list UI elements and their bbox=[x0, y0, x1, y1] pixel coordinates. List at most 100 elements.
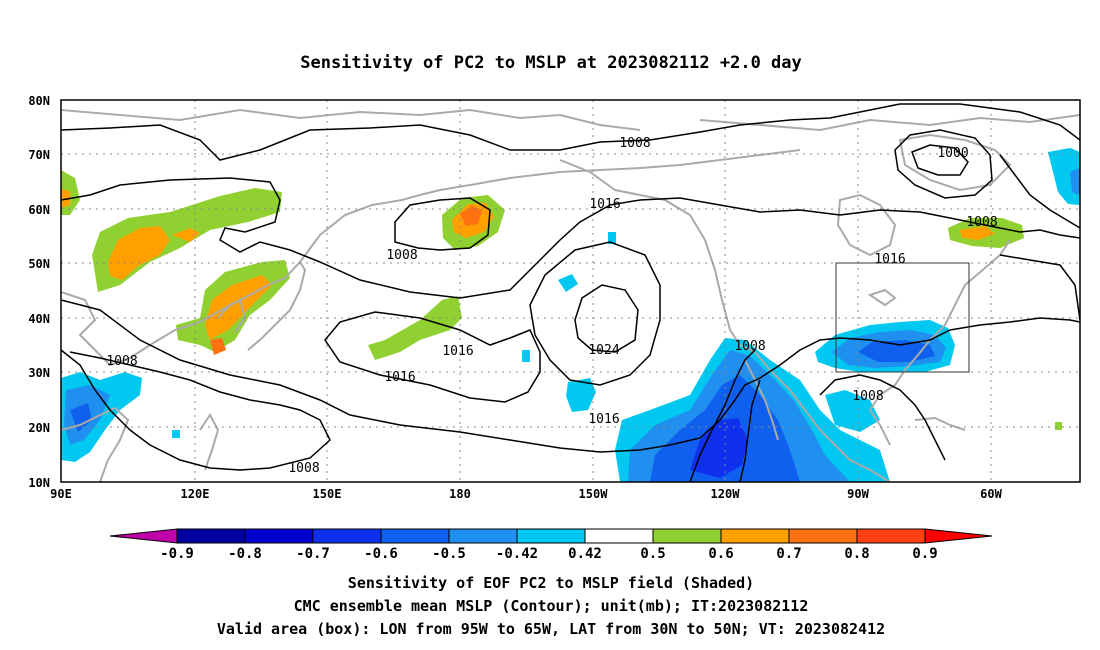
contour-1008-gulf bbox=[819, 374, 946, 461]
contour-1016-dateline bbox=[324, 311, 541, 403]
contour-label: 1008 bbox=[734, 339, 765, 354]
lon-tick-label: 120W bbox=[711, 487, 741, 501]
caption-line-1: Sensitivity of EOF PC2 to MSLP field (Sh… bbox=[348, 574, 754, 592]
positive-core-asia-north bbox=[108, 226, 170, 280]
contour-label: 1016 bbox=[588, 412, 619, 427]
colorbar-segment bbox=[448, 528, 518, 544]
colorbar-segment bbox=[516, 528, 586, 544]
caption: Sensitivity of EOF PC2 to MSLP field (Sh… bbox=[217, 574, 885, 638]
map-frame bbox=[60, 99, 1081, 483]
colorbar-tick-label: -0.42 bbox=[496, 546, 538, 562]
coastline-great-lakes bbox=[867, 288, 897, 307]
positive-core-west-edge bbox=[61, 188, 70, 208]
contour-label: 1008 bbox=[106, 354, 137, 369]
contour-label: 1016 bbox=[442, 344, 473, 359]
lat-tick-label: 80N bbox=[28, 94, 50, 108]
negative-core-west-pacific-2 bbox=[70, 403, 92, 432]
colorbar-tick-label: -0.9 bbox=[160, 546, 194, 562]
contour-label: 1016 bbox=[589, 197, 620, 212]
coastline-baja bbox=[744, 359, 779, 441]
colorbar-segment bbox=[176, 528, 246, 544]
negative-speck-5 bbox=[566, 378, 596, 412]
contour-1008-pacific-east bbox=[689, 349, 756, 482]
lat-axis: 80N 70N 60N 50N 40N 30N 20N 10N bbox=[28, 94, 50, 490]
coastline-siberia bbox=[61, 108, 641, 131]
colorbar-segment bbox=[720, 528, 790, 544]
positive-area-atlantic-small bbox=[1055, 422, 1062, 430]
positive-area-dateline bbox=[368, 296, 462, 360]
lon-tick-label: 150W bbox=[579, 487, 609, 501]
contour-label: 1008 bbox=[288, 461, 319, 476]
negative-core3-east-pacific bbox=[690, 418, 748, 478]
colorbar: -0.9 -0.8 -0.7 -0.6 -0.5 -0.42 0.42 0.5 … bbox=[109, 528, 993, 562]
contour-1016-atlantic bbox=[999, 254, 1080, 321]
colorbar-right-triangle bbox=[924, 528, 993, 544]
coastline-north-america-east bbox=[868, 239, 1011, 446]
lat-tick-label: 40N bbox=[28, 312, 50, 326]
lon-tick-label: 90W bbox=[847, 487, 869, 501]
positive-max-japan bbox=[210, 338, 226, 355]
lon-tick-label: 180 bbox=[449, 487, 471, 501]
colorbar-tick-label: 0.42 bbox=[568, 546, 602, 562]
lat-tick-label: 70N bbox=[28, 148, 50, 162]
contour-1008-east-pacific-2 bbox=[739, 379, 761, 482]
lon-axis: 90E 120E 150E 180 150W 120W 90W 60W bbox=[50, 487, 1002, 501]
colorbar-segment bbox=[380, 528, 450, 544]
contour-1008-atlantic-north bbox=[999, 154, 1080, 229]
colorbar-left-triangle bbox=[109, 528, 178, 544]
lat-tick-label: 30N bbox=[28, 366, 50, 380]
coastline-japan bbox=[247, 261, 307, 351]
positive-core-labrador bbox=[960, 226, 995, 240]
valid-area-box bbox=[835, 262, 970, 373]
contour-1008-north bbox=[61, 103, 1080, 161]
coastline-arctic-canada bbox=[699, 114, 1080, 132]
coastline-asia bbox=[61, 149, 801, 367]
negative-area-gulf-north bbox=[825, 390, 880, 432]
colorbar-tick-label: 0.5 bbox=[640, 546, 665, 562]
lon-tick-label: 60W bbox=[980, 487, 1002, 501]
contour-1008-south bbox=[61, 349, 331, 471]
contour-1008-kamchatka bbox=[394, 197, 491, 251]
coastline-greenland bbox=[898, 133, 1012, 192]
gridlines bbox=[61, 100, 1080, 482]
positive-max-kamchatka bbox=[460, 206, 482, 226]
coastline-alaska bbox=[559, 159, 891, 482]
contour-label: 1008 bbox=[619, 136, 650, 151]
colorbar-tick-label: -0.6 bbox=[364, 546, 398, 562]
colorbar-segment bbox=[652, 528, 722, 544]
colorbar-tick-label: 0.9 bbox=[912, 546, 937, 562]
negative-speck-3 bbox=[558, 274, 578, 292]
contour-1024 bbox=[574, 284, 639, 353]
contour-1016-north bbox=[61, 177, 1080, 299]
colorbar-tick-label: -0.7 bbox=[296, 546, 330, 562]
negative-speck-1 bbox=[172, 430, 180, 438]
contour-label: 1024 bbox=[588, 343, 619, 358]
colorbar-segment bbox=[244, 528, 314, 544]
contour-label: 1008 bbox=[852, 389, 883, 404]
figure-title: Sensitivity of PC2 to MSLP at 2023082112… bbox=[300, 53, 802, 73]
negative-core-6 bbox=[1070, 168, 1080, 195]
contour-992 bbox=[911, 144, 969, 176]
contour-label: 1016 bbox=[384, 370, 415, 385]
lon-tick-label: 90E bbox=[50, 487, 72, 501]
colorbar-tick-label: 0.6 bbox=[708, 546, 733, 562]
lat-tick-label: 60N bbox=[28, 203, 50, 217]
lat-tick-label: 50N bbox=[28, 257, 50, 271]
coastlines bbox=[61, 108, 1080, 482]
colorbar-tick-label: 0.7 bbox=[776, 546, 801, 562]
caption-line-2: CMC ensemble mean MSLP (Contour); unit(m… bbox=[294, 597, 809, 615]
colorbar-tick-label: -0.5 bbox=[432, 546, 466, 562]
colorbar-segment bbox=[312, 528, 382, 544]
contour-label: 1000 bbox=[937, 146, 968, 161]
colorbar-tick-label: -0.8 bbox=[228, 546, 262, 562]
colorbar-segment bbox=[788, 528, 858, 544]
lon-tick-label: 150E bbox=[313, 487, 342, 501]
mslp-contours bbox=[61, 103, 1080, 482]
contour-1016-south bbox=[61, 299, 1080, 453]
positive-core-asia-north-2 bbox=[172, 228, 200, 242]
colorbar-segment bbox=[584, 528, 654, 544]
coastline-se-asia bbox=[61, 406, 130, 482]
colorbar-tick-label: 0.8 bbox=[844, 546, 869, 562]
contour-label: 1008 bbox=[386, 248, 417, 263]
lat-tick-label: 10N bbox=[28, 476, 50, 490]
